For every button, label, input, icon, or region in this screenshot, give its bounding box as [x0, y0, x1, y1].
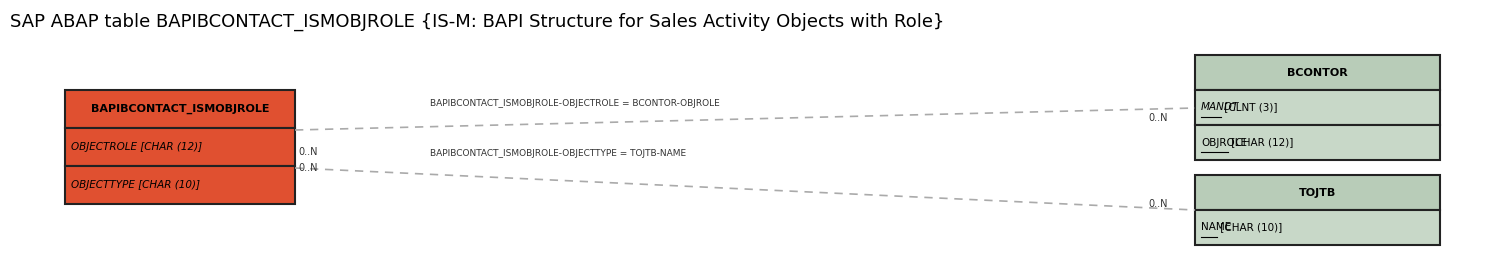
Bar	[65, 166, 295, 204]
Text: BAPIBCONTACT_ISMOBJROLE: BAPIBCONTACT_ISMOBJROLE	[90, 104, 269, 114]
Text: BAPIBCONTACT_ISMOBJROLE-OBJECTROLE = BCONTOR-OBJROLE: BAPIBCONTACT_ISMOBJROLE-OBJECTROLE = BCO…	[430, 99, 720, 108]
Text: 0..N: 0..N	[1148, 113, 1167, 123]
Bar	[1196, 175, 1439, 210]
Bar	[65, 128, 295, 166]
Bar	[65, 90, 295, 128]
Text: MANDT: MANDT	[1202, 102, 1239, 112]
Text: SAP ABAP table BAPIBCONTACT_ISMOBJROLE {IS-M: BAPI Structure for Sales Activity : SAP ABAP table BAPIBCONTACT_ISMOBJROLE {…	[11, 13, 945, 31]
Bar	[1196, 125, 1439, 160]
Text: BAPIBCONTACT_ISMOBJROLE-OBJECTTYPE = TOJTB-NAME: BAPIBCONTACT_ISMOBJROLE-OBJECTTYPE = TOJ…	[430, 149, 686, 158]
Bar	[1196, 90, 1439, 125]
Text: [CHAR (10)]: [CHAR (10)]	[1217, 222, 1281, 233]
Bar	[1196, 55, 1439, 90]
Text: [CLNT (3)]: [CLNT (3)]	[1221, 102, 1277, 112]
Text: OBJROLE: OBJROLE	[1202, 137, 1247, 147]
Text: 0..N: 0..N	[298, 147, 317, 157]
Text: [CHAR (12)]: [CHAR (12)]	[1229, 137, 1293, 147]
Text: OBJECTTYPE [CHAR (10)]: OBJECTTYPE [CHAR (10)]	[71, 180, 200, 190]
Text: TOJTB: TOJTB	[1299, 188, 1336, 198]
Text: NAME: NAME	[1202, 222, 1232, 233]
Text: BCONTOR: BCONTOR	[1287, 67, 1348, 78]
Text: 0..N: 0..N	[1148, 199, 1167, 209]
Text: OBJECTROLE [CHAR (12)]: OBJECTROLE [CHAR (12)]	[71, 142, 202, 152]
Bar	[1196, 210, 1439, 245]
Text: 0..N: 0..N	[298, 163, 317, 173]
